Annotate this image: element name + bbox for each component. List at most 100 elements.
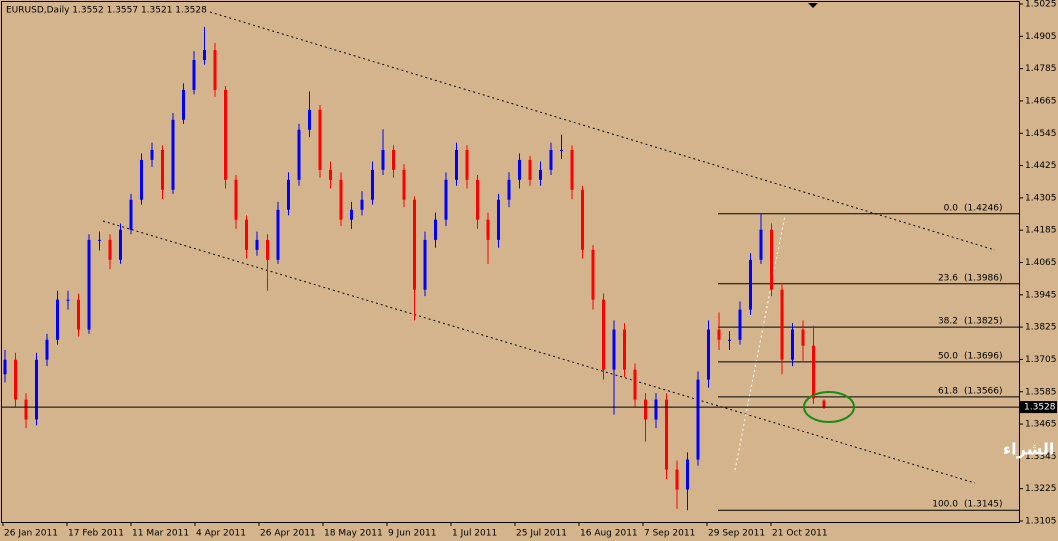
candle-body <box>518 159 521 180</box>
fib-level: 61.8 <box>938 386 958 396</box>
y-tick-label: 1.3225 <box>1025 484 1057 494</box>
candle-body <box>3 359 7 375</box>
candle-body <box>623 329 626 370</box>
x-tick-label: 26 Apr 2011 <box>260 529 316 539</box>
candle-body <box>297 129 301 180</box>
candle-body <box>497 199 500 240</box>
candle-body <box>171 119 175 190</box>
x-tick-label: 4 Apr 2011 <box>196 529 246 539</box>
candle-body <box>234 179 238 220</box>
fib-level: 0.0 <box>944 203 959 213</box>
candle-body <box>381 149 385 170</box>
candle-body <box>129 199 133 230</box>
candle-body <box>87 239 91 330</box>
x-tick-label: 9 Jun 2011 <box>388 529 436 539</box>
candle-body <box>308 109 311 130</box>
last-price-label: 1.3528 <box>1024 403 1056 413</box>
candle-body <box>245 219 248 250</box>
candle-body <box>371 169 374 200</box>
candle-body <box>696 379 700 460</box>
highlight-ellipse <box>803 391 855 423</box>
candle-body <box>140 159 143 200</box>
candle-body <box>161 149 164 190</box>
candle-body <box>728 339 731 341</box>
candle-body <box>402 169 406 200</box>
y-tick-label: 1.4785 <box>1025 64 1057 74</box>
trendline <box>102 220 976 484</box>
candle-body <box>581 189 584 250</box>
candle-body <box>192 60 196 90</box>
candle-body <box>350 209 353 220</box>
candle-body <box>686 459 689 490</box>
x-tick-label: 21 Oct 2011 <box>772 529 828 539</box>
candle-body <box>560 149 563 151</box>
annotation: اغلاق دايلي سلبي لا يشجع على الشراء <box>1003 440 1058 460</box>
y-tick-label: 1.4065 <box>1025 258 1057 268</box>
candle-body <box>476 179 479 220</box>
candle-body <box>413 199 416 290</box>
candle-body <box>108 239 112 260</box>
chart-title: EURUSD,Daily 1.3552 1.3557 1.3521 1.3528 <box>6 6 207 16</box>
candle-body <box>224 89 227 180</box>
x-tick-label: 7 Sep 2011 <box>644 529 695 539</box>
y-tick-label: 1.3585 <box>1025 387 1057 397</box>
fib-price: (1.3825) <box>964 317 1003 327</box>
candle-body <box>14 359 17 400</box>
candle-body <box>528 159 532 180</box>
y-tick-label: 1.4185 <box>1025 226 1057 236</box>
x-tick-label: 26 Jan 2011 <box>4 529 58 539</box>
y-tick-label: 1.4665 <box>1025 96 1057 106</box>
y-tick-label: 1.3825 <box>1025 323 1057 333</box>
candle-body <box>56 299 59 340</box>
candle-body <box>738 309 742 340</box>
candle-body <box>35 359 38 420</box>
candle-body <box>675 469 679 490</box>
candle-body <box>266 239 269 260</box>
candle-body <box>717 329 721 340</box>
candle-body <box>801 329 805 346</box>
candle-body <box>276 209 280 260</box>
candle-body <box>434 219 437 240</box>
fib-diagonal <box>734 214 786 471</box>
last-price-box <box>1020 401 1057 414</box>
candle-body <box>822 400 826 408</box>
candle-body <box>203 50 206 61</box>
fib-level: 23.6 <box>938 273 958 283</box>
candle-body <box>770 229 773 290</box>
fib-price: (1.3566) <box>964 386 1003 396</box>
fib-level: 38.2 <box>938 317 958 327</box>
fib-level: 50.0 <box>938 351 958 361</box>
y-tick-label: 1.3345 <box>1025 452 1057 462</box>
y-tick-label: 1.4905 <box>1025 32 1057 42</box>
y-tick-label: 1.5025 <box>1025 0 1057 10</box>
candle-body <box>98 239 101 241</box>
candle-body <box>150 149 154 160</box>
candle-body <box>318 109 322 170</box>
candle-body <box>591 249 595 300</box>
fib-price: (1.3145) <box>964 500 1003 510</box>
candle-body <box>507 179 511 200</box>
candle-body <box>66 299 70 301</box>
y-tick-label: 1.3945 <box>1025 290 1057 300</box>
candle-body <box>213 50 217 90</box>
fib-level: 100.0 <box>932 500 958 510</box>
fib-price: (1.3696) <box>964 351 1003 361</box>
candle-body <box>465 149 469 180</box>
candle-body <box>707 329 710 380</box>
y-tick-label: 1.3705 <box>1025 355 1057 365</box>
candle-body <box>486 219 490 240</box>
candle-body <box>45 339 49 360</box>
marker <box>808 3 818 8</box>
candle-body <box>392 149 395 170</box>
trendline <box>209 11 996 251</box>
candle-body <box>654 399 658 420</box>
candle-body <box>644 399 647 420</box>
candle-body <box>549 149 553 170</box>
candle-body <box>612 329 616 370</box>
x-tick-label: 18 May 2011 <box>324 529 383 539</box>
y-tick-label: 1.4425 <box>1025 161 1057 171</box>
candle-body <box>119 229 122 260</box>
candle-body <box>570 149 574 190</box>
